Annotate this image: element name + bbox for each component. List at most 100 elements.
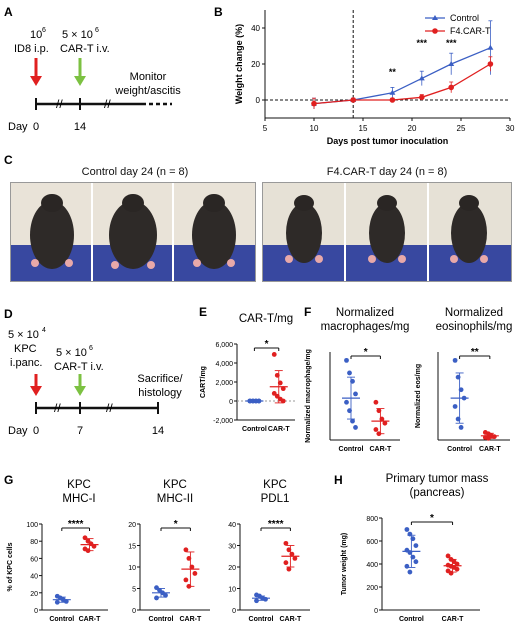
dose2-exponent: 6 — [95, 27, 99, 34]
y-tick-label: -2,000 — [213, 418, 233, 425]
axis-break-icon: // — [54, 401, 61, 415]
y-tick-label: 200 — [366, 585, 378, 592]
panel-letter-a: A — [4, 5, 13, 19]
significance-label: * — [265, 339, 269, 350]
panel-f-macrophage-chart: F Normalized macrophages/mg Normalized macr… — [304, 305, 410, 453]
kpc-dose-exponent: 4 — [42, 327, 46, 334]
data-point — [271, 391, 277, 396]
category-label: Control — [249, 616, 274, 623]
category-label: Control — [242, 426, 267, 433]
y-tick-label: 0 — [229, 399, 233, 406]
cart-dose: 5 × 10 — [56, 347, 87, 359]
chart-title: eosinophils/mg — [436, 321, 513, 333]
data-point — [407, 569, 413, 575]
category-label: Control — [399, 616, 424, 623]
significance-label: ** — [389, 67, 397, 77]
data-point — [344, 399, 349, 405]
chart-title: macrophages/mg — [321, 321, 410, 333]
panel-g-mhc2-chart: KPC MHC-II 0 5 10 15 20 Control CAR-T * — [128, 479, 210, 623]
panel-letter-b: B — [214, 5, 223, 19]
significance-label: ** — [471, 347, 479, 358]
data-point — [487, 61, 494, 67]
mouse-icon — [30, 194, 74, 269]
cart-mice-photo — [262, 182, 512, 282]
panel-d-timeline: D 5 × 10 4 KPC i.panc. 5 × 10 6 CAR-T i.… — [4, 307, 184, 437]
mouse-icon — [368, 195, 406, 263]
sacrifice-label: Sacrifice/ — [137, 373, 183, 385]
panel-b-weight-chart: B 5 10 15 20 25 30 0 20 40 Days post tumor inocul… — [214, 5, 515, 146]
y-tick-label: 5 — [132, 587, 136, 594]
y-axis-label: Tumor weight (mg) — [341, 533, 348, 595]
y-tick-label: 600 — [366, 539, 378, 546]
category-label: Control — [447, 446, 472, 453]
series-line — [313, 47, 491, 105]
y-tick-label: 100 — [26, 522, 38, 529]
data-point — [487, 44, 494, 50]
panel-a-timeline: A 10 6 ID8 i.p. 5 × 10 6 CAR-T i.v. Moni… — [4, 5, 181, 133]
category-label: CAR-T — [280, 616, 302, 623]
category-label: CAR-T — [442, 616, 464, 623]
mouse-icon — [109, 194, 157, 269]
panel-h-tumor-chart: H Primary tumor mass (pancreas) 0 200 400 600 8… — [334, 473, 489, 623]
dose1-exponent: 6 — [42, 27, 46, 34]
panel-letter-c-wrap: C — [4, 153, 13, 167]
day-label-d: Day — [8, 425, 28, 437]
data-point — [452, 357, 458, 363]
mouse-icon — [285, 195, 323, 263]
category-label: CAR-T — [479, 446, 501, 453]
green-arrow-icon — [74, 58, 86, 86]
cart-dose-exponent: 6 — [89, 345, 93, 352]
data-point — [163, 592, 168, 598]
day-tick-7-d: 7 — [77, 425, 83, 437]
x-tick-label: 25 — [457, 124, 466, 133]
data-point — [458, 425, 464, 430]
y-axis-label: Normalized eos/mg — [415, 364, 422, 428]
axis-break-icon: // — [104, 97, 111, 111]
dose1-amount: 10 — [30, 29, 42, 41]
significance-label: * — [364, 347, 368, 358]
data-point — [389, 97, 396, 103]
y-tick-label: 40 — [30, 574, 38, 581]
category-label: CAR-T — [180, 616, 202, 623]
data-point — [283, 540, 289, 546]
data-point — [350, 418, 355, 424]
chart-title: MHC-I — [62, 493, 95, 505]
data-point — [404, 527, 410, 532]
data-point — [183, 547, 189, 553]
y-tick-label: 80 — [30, 539, 38, 546]
panel-e-cart-chart: E CAR-T/mg -2,000 0 2,000 4,000 6,000 CART/mg Co… — [199, 305, 295, 433]
mouse-icon — [450, 195, 488, 263]
x-tick-label: 15 — [359, 124, 368, 133]
y-tick-label: 800 — [366, 516, 378, 523]
x-tick-label: 30 — [506, 124, 515, 133]
kpc-route: i.panc. — [10, 357, 42, 369]
dose1-route: ID8 i.p. — [14, 43, 49, 55]
y-tick-label: 0 — [132, 608, 136, 615]
histology-label: histology — [138, 387, 182, 399]
data-point — [448, 61, 455, 66]
cart-photo-title: F4.CAR-T day 24 (n = 8) — [326, 166, 448, 178]
data-point — [286, 566, 292, 572]
y-axis-label: CART/mg — [200, 366, 207, 398]
category-label: Control — [339, 446, 364, 453]
y-tick-label: 20 — [30, 591, 38, 598]
timeline-axis: // // — [35, 97, 172, 111]
data-point — [183, 577, 189, 583]
x-tick-label: 5 — [263, 124, 268, 133]
data-point — [280, 398, 286, 404]
y-tick-label: 20 — [251, 60, 260, 69]
panel-letter-d: D — [4, 307, 13, 321]
panel-letter: H — [334, 473, 343, 487]
red-arrow-icon — [30, 58, 42, 86]
y-tick-label: 10 — [228, 587, 236, 594]
monitor-label-1: Monitor — [130, 71, 167, 83]
data-point — [350, 97, 356, 103]
y-tick-label: 4,000 — [215, 361, 233, 368]
cart-route: CAR-T i.v. — [54, 361, 104, 373]
data-point — [271, 352, 277, 357]
legend-marker — [432, 15, 438, 20]
kpc-dose: 5 × 10 — [8, 329, 39, 341]
chart-title: KPC — [163, 479, 187, 491]
x-tick-label: 20 — [408, 124, 417, 133]
green-arrow-icon — [74, 374, 86, 396]
